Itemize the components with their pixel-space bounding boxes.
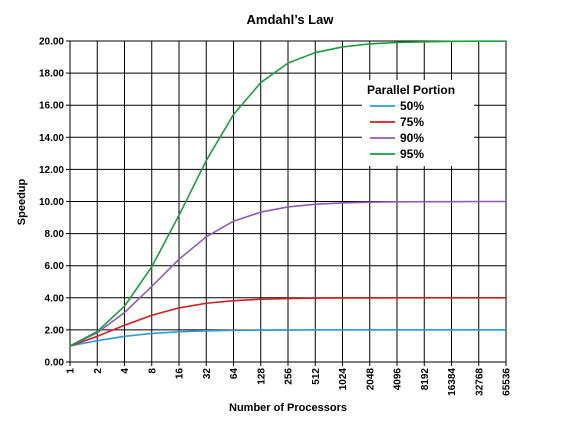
y-tick-label: 10.00 (39, 197, 64, 208)
y-tick-label: 6.00 (45, 261, 65, 272)
x-tick-label: 8192 (420, 368, 431, 391)
series-group (69, 40, 506, 347)
series-line-75pct (69, 296, 506, 347)
x-tick-label: 1 (66, 368, 77, 374)
x-tick-label: 65536 (502, 368, 513, 396)
x-tick-label: 1024 (338, 368, 349, 391)
y-tick-label: 18.00 (39, 69, 64, 80)
x-axis-label: Number of Processors (229, 402, 347, 414)
x-tick-label: 256 (284, 368, 295, 385)
legend-background (362, 80, 474, 166)
series-line-95pct (69, 40, 506, 347)
x-tick-label: 2 (93, 368, 104, 374)
legend: Parallel Portion 50% 75% 90% 95% (362, 80, 474, 166)
x-tick-label: 512 (311, 368, 322, 385)
legend-entry: 50% (400, 99, 424, 113)
chart-title: Amdahl’s Law (247, 12, 335, 27)
x-tick-label: 4 (120, 368, 131, 374)
y-tick-label: 20.00 (39, 37, 64, 48)
y-axis-label: Speedup (16, 178, 28, 225)
series-line-50pct (69, 329, 506, 347)
legend-title: Parallel Portion (367, 83, 455, 97)
x-tick-label: 128 (256, 368, 267, 385)
y-tick-label: 14.00 (39, 133, 64, 144)
x-tick-label: 16 (175, 368, 186, 380)
y-tick-label: 12.00 (39, 165, 64, 176)
y-tick-label: 8.00 (45, 229, 65, 240)
x-tick-label: 2048 (365, 368, 376, 391)
x-tick-label: 8 (147, 368, 158, 374)
x-tick-label: 32768 (474, 368, 485, 396)
x-tick-label: 16384 (447, 368, 458, 396)
x-tick-label: 64 (229, 368, 240, 380)
y-tick-label: 4.00 (45, 293, 65, 304)
y-tick-label: 16.00 (39, 101, 64, 112)
tick-labels: 0.00 2.00 4.00 6.00 8.00 10.00 12.00 14.00 16.00… (39, 37, 513, 396)
y-tick-label: 2.00 (45, 325, 65, 336)
x-tick-label: 4096 (393, 368, 404, 391)
legend-entry: 75% (400, 115, 424, 129)
x-tick-label: 32 (202, 368, 213, 380)
legend-entry: 90% (400, 131, 424, 145)
y-tick-label: 0.00 (45, 358, 65, 369)
series-line-90pct (69, 200, 506, 347)
legend-entry: 95% (400, 147, 424, 161)
